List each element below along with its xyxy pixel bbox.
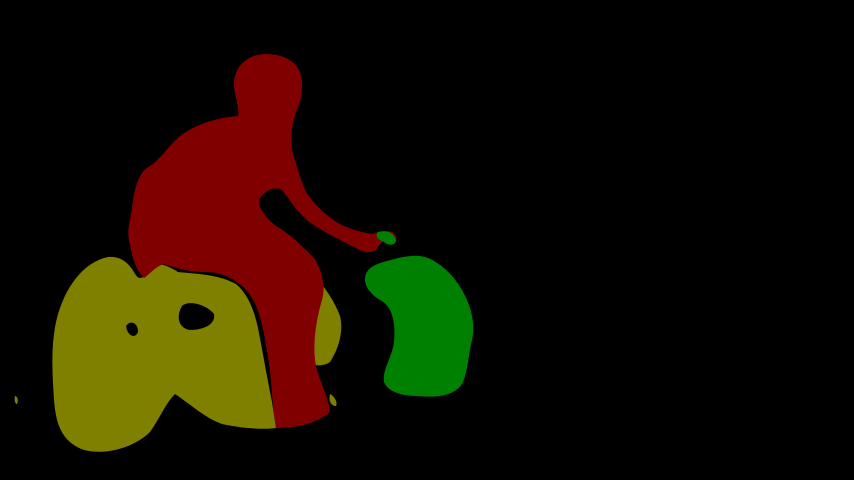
person-mask	[128, 54, 397, 428]
plant-small-top	[376, 231, 396, 245]
motorbike-speck-2	[14, 396, 18, 404]
motorbike-speck-1	[329, 394, 337, 406]
motorbike-body-shape	[52, 256, 277, 452]
plant-main-shape	[364, 255, 474, 397]
plant-mask	[364, 231, 474, 397]
